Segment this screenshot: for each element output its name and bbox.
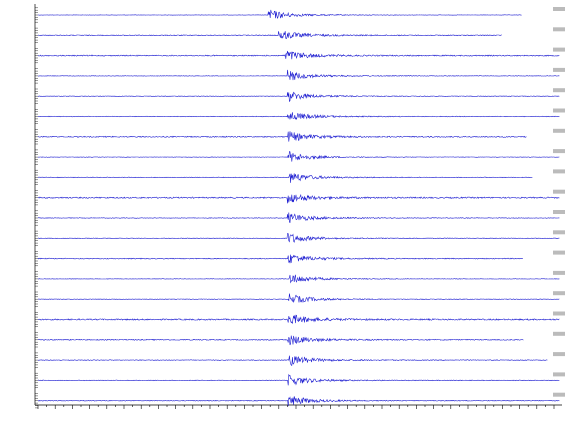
station-label-box (553, 149, 565, 154)
waveform (37, 131, 527, 142)
waveform (37, 9, 522, 20)
station-label-box (553, 250, 565, 255)
waveform (37, 274, 560, 284)
waveform (37, 193, 560, 204)
station-label-box (553, 392, 565, 397)
waveform (37, 212, 560, 224)
traces (35, 7, 565, 409)
waveform (37, 355, 548, 367)
station-label-box (553, 270, 565, 275)
waveform (37, 31, 502, 40)
station-label-box (553, 331, 565, 336)
waveform (37, 373, 560, 386)
station-label-box (553, 67, 565, 72)
waveform (37, 396, 560, 407)
station-label-box (553, 108, 565, 113)
station-label-box (553, 128, 565, 133)
waveform (37, 173, 533, 183)
waveform (37, 293, 560, 304)
waveform (37, 254, 523, 264)
station-label-box (553, 169, 565, 174)
station-label-box (553, 88, 565, 93)
waveform (37, 335, 524, 346)
waveform (37, 91, 560, 103)
station-label-box (553, 7, 565, 11)
station-label-box (553, 189, 565, 194)
station-label-box (553, 352, 565, 357)
station-label-box (553, 27, 565, 32)
waveform (37, 232, 560, 243)
waveform (37, 151, 560, 162)
waveform (38, 314, 560, 325)
waveform (37, 50, 560, 60)
station-label-box (553, 230, 565, 235)
station-label-box (553, 372, 565, 377)
station-label-box (553, 291, 565, 296)
waveform (38, 69, 560, 81)
station-label-box (553, 311, 565, 316)
waveform (37, 112, 560, 121)
station-label-box (553, 47, 565, 52)
station-label-box (553, 210, 565, 214)
